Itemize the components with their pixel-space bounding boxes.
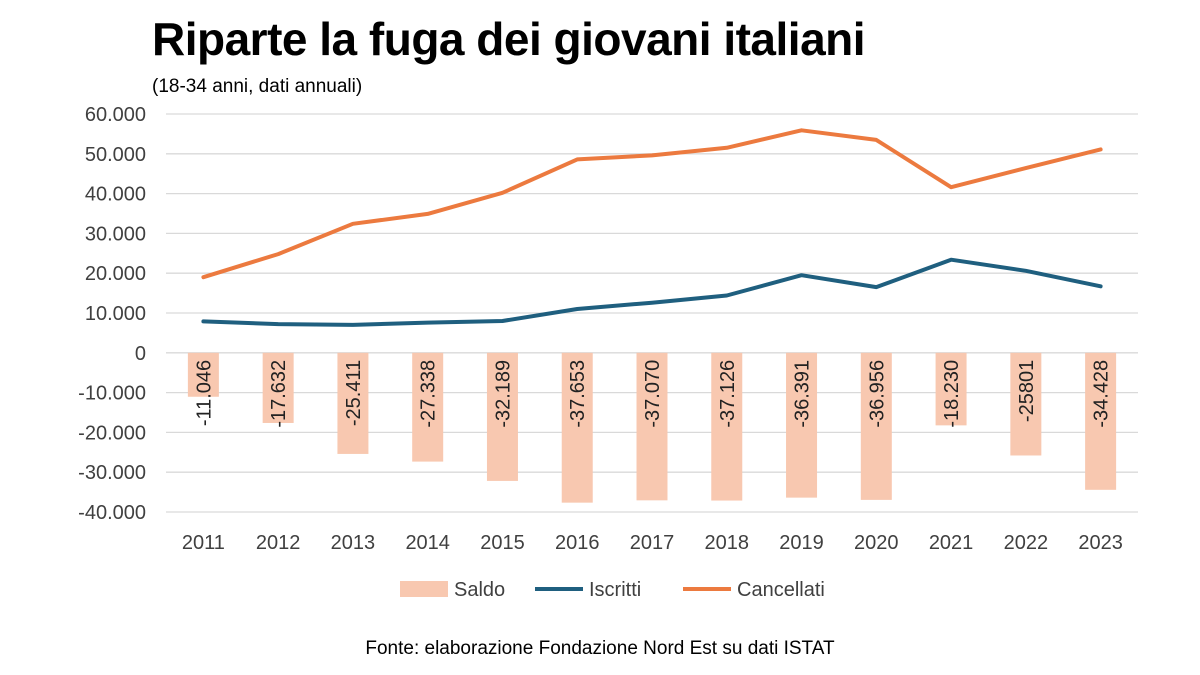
- bar: [412, 352, 444, 462]
- x-tick-label: 2018: [705, 532, 750, 554]
- y-tick-label: 50.000: [85, 144, 146, 166]
- y-tick-label: -40.000: [78, 502, 146, 524]
- bar: [187, 352, 219, 397]
- source-note: Fonte: elaborazione Fondazione Nord Est …: [365, 638, 835, 659]
- x-tick-label: 2011: [182, 532, 225, 554]
- x-tick-label: 2021: [929, 532, 974, 554]
- bar-data-label: -25.411: [343, 360, 365, 426]
- legend: Saldo Iscritti Cancellati: [400, 579, 825, 601]
- line-cancellati: [201, 128, 1103, 280]
- chart-title: Riparte la fuga dei giovani italiani: [152, 13, 866, 65]
- x-tick-label: 2022: [1004, 532, 1049, 554]
- line-iscritti: [201, 257, 1103, 327]
- bar-data-label: -36.391: [792, 360, 814, 428]
- y-tick-label: 0: [135, 343, 146, 365]
- x-tick-label: 2019: [779, 532, 824, 554]
- y-tick-label: -20.000: [78, 422, 146, 444]
- bar: [561, 352, 593, 503]
- y-tick-label: 30.000: [85, 223, 146, 245]
- chart-subtitle: (18-34 anni, dati annuali): [152, 76, 363, 97]
- bar-series-saldo: [187, 352, 1117, 503]
- bar-data-label: -34.428: [1091, 360, 1113, 428]
- y-tick-label: -30.000: [78, 462, 146, 484]
- y-tick-label: -10.000: [78, 383, 146, 405]
- x-tick-label: 2014: [405, 532, 450, 554]
- bar-data-label: -25801: [1016, 360, 1038, 422]
- x-tick-label: 2016: [555, 532, 600, 554]
- bar: [1010, 352, 1042, 456]
- bar: [935, 352, 967, 426]
- bar-data-label: -36.956: [866, 360, 888, 428]
- bar: [786, 352, 818, 498]
- bar-data-label: -17.632: [268, 360, 290, 428]
- bar: [711, 352, 743, 501]
- x-tick-label: 2015: [480, 532, 525, 554]
- bar: [262, 352, 294, 423]
- x-tick-label: 2012: [256, 532, 301, 554]
- line-series: [201, 128, 1103, 327]
- x-tick-label: 2013: [331, 532, 376, 554]
- bar: [1085, 352, 1117, 490]
- bar: [486, 352, 518, 481]
- x-tick-label: 2020: [854, 532, 899, 554]
- bar-data-label: -27.338: [418, 360, 440, 428]
- legend-label-cancellati: Cancellati: [737, 579, 825, 601]
- bar-data-label: -32.189: [492, 360, 514, 428]
- bar: [636, 352, 668, 501]
- y-tick-label: 60.000: [85, 104, 146, 126]
- bar-data-label: -18.230: [941, 360, 963, 428]
- bar-data-label: -37.653: [567, 360, 589, 428]
- bar: [337, 352, 369, 454]
- y-tick-label: 10.000: [85, 303, 146, 325]
- legend-label-iscritti: Iscritti: [589, 579, 641, 601]
- bar-data-label: -37.126: [717, 360, 739, 428]
- y-axis: 60.000 50.000 40.000 30.000 20.000 10.000 0 -10…: [78, 104, 146, 524]
- bar-data-label: -37.070: [642, 360, 664, 428]
- x-axis: 2011 2012 2013 2014 2015 2016 2017 2018 2019 2020…: [182, 532, 1123, 554]
- legend-label-saldo: Saldo: [454, 579, 505, 601]
- legend-swatch-saldo: [400, 581, 448, 597]
- x-tick-label: 2017: [630, 532, 675, 554]
- bar: [860, 352, 892, 500]
- y-tick-label: 40.000: [85, 184, 146, 206]
- x-tick-label: 2023: [1078, 532, 1123, 554]
- bar-data-label: -11.046: [193, 360, 215, 426]
- bar-data-labels: -11.046 -17.632 -25.411 -27.338 -32.189 -37.6…: [193, 360, 1112, 428]
- y-tick-label: 20.000: [85, 263, 146, 285]
